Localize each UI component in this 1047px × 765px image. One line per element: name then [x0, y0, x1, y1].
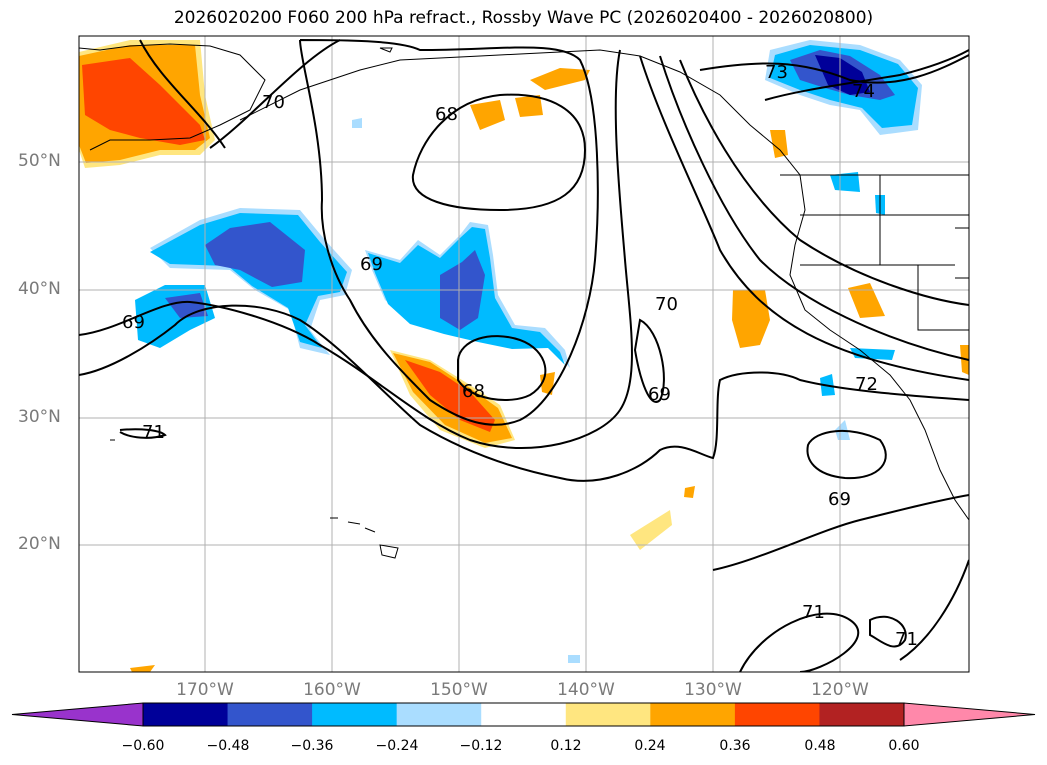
- colorbar-tick: −0.60: [121, 738, 165, 754]
- colorbar-segment: [565, 703, 651, 726]
- colorbar-segment: [143, 703, 229, 726]
- colorbar-segment: [650, 703, 736, 726]
- colorbar-tick: −0.12: [459, 738, 503, 754]
- colorbar-tick: 0.48: [804, 738, 836, 754]
- colorbar-segment: [734, 703, 820, 726]
- colorbar-extend-low: [11, 702, 144, 727]
- colorbar-tick: 0.36: [719, 738, 751, 754]
- svg-text:71: 71: [895, 629, 918, 650]
- lon-label: 130°W: [684, 680, 742, 700]
- colorbar-segment: [227, 703, 313, 726]
- colorbar-tick: −0.48: [206, 738, 250, 754]
- colorbar-tick: −0.36: [290, 738, 334, 754]
- refractivity-contours: [79, 39, 969, 672]
- colorbar-tick: 0.60: [888, 738, 920, 754]
- colorbar-segment: [819, 703, 905, 726]
- svg-text:71: 71: [802, 602, 825, 623]
- colorbar-segment: [481, 703, 567, 726]
- svg-text:68: 68: [462, 381, 485, 402]
- svg-text:68: 68: [435, 104, 458, 125]
- lat-label: 20°N: [18, 534, 61, 554]
- lon-label: 170°W: [176, 680, 234, 700]
- colorbar-tick: 0.12: [550, 738, 582, 754]
- svg-text:70: 70: [655, 294, 678, 315]
- colorbar-extend-high: [903, 702, 1036, 727]
- map-title: 2026020200 F060 200 hPa refract., Rossby…: [173, 8, 874, 28]
- svg-text:69: 69: [648, 384, 671, 405]
- svg-text:70: 70: [262, 92, 285, 113]
- lat-label: 50°N: [18, 151, 61, 171]
- svg-text:69: 69: [828, 489, 851, 510]
- coastlines: [79, 43, 969, 559]
- colorbar-tick: 0.24: [634, 738, 666, 754]
- contour-labels: 70 68 69 68 70 69 69 71 71 71 73 74 72 6…: [122, 62, 918, 650]
- svg-text:69: 69: [122, 312, 145, 333]
- colorbar-segment: [312, 703, 398, 726]
- lat-label: 40°N: [18, 279, 61, 299]
- lon-label: 120°W: [811, 680, 869, 700]
- map-plot: 70 68 69 68 70 69 69 71 71 71 73 74 72 6…: [78, 35, 970, 673]
- lat-label: 30°N: [18, 407, 61, 427]
- svg-text:74: 74: [852, 81, 875, 102]
- svg-text:69: 69: [360, 254, 383, 275]
- svg-text:73: 73: [765, 62, 788, 83]
- svg-text:72: 72: [855, 374, 878, 395]
- lon-label: 150°W: [430, 680, 488, 700]
- lon-label: 160°W: [303, 680, 361, 700]
- colorbar-segment: [396, 703, 482, 726]
- svg-text:71: 71: [142, 422, 165, 443]
- colorbar-tick: −0.24: [375, 738, 419, 754]
- lon-label: 140°W: [557, 680, 615, 700]
